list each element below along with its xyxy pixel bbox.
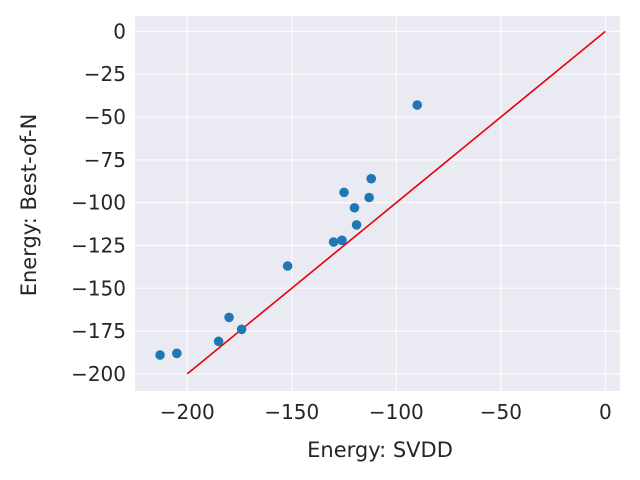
y-tick-label: −75 bbox=[84, 148, 126, 172]
data-point bbox=[224, 312, 234, 323]
y-tick-label: −200 bbox=[71, 362, 126, 386]
data-point bbox=[351, 220, 362, 230]
data-point bbox=[282, 261, 293, 271]
y-tick-label: −175 bbox=[71, 319, 126, 343]
y-tick-label: −150 bbox=[71, 276, 126, 300]
y-axis-ticks: 0 −25 −50 −75 −100 −125 −150 −175 −200 bbox=[71, 19, 126, 385]
x-axis-ticks: −200 −150 −100 −50 0 bbox=[160, 400, 612, 424]
plot-area bbox=[135, 16, 620, 391]
x-tick-label: 0 bbox=[599, 400, 612, 424]
y-tick-label: 0 bbox=[113, 19, 126, 43]
data-point bbox=[213, 336, 224, 347]
data-point bbox=[349, 202, 360, 213]
data-point bbox=[364, 192, 374, 203]
data-point bbox=[339, 187, 349, 198]
x-tick-label: −200 bbox=[160, 400, 215, 424]
x-tick-label: −150 bbox=[264, 400, 319, 424]
y-tick-label: −125 bbox=[71, 233, 126, 257]
data-point bbox=[412, 100, 423, 110]
data-point bbox=[337, 235, 347, 246]
x-tick-label: −50 bbox=[480, 400, 522, 424]
data-point bbox=[328, 237, 339, 247]
y-axis-label: Energy: Best-of-N bbox=[17, 114, 41, 297]
y-tick-label: −50 bbox=[84, 105, 126, 129]
data-point bbox=[155, 350, 165, 360]
reference-line-group bbox=[186, 30, 606, 375]
data-point bbox=[172, 348, 182, 359]
data-points bbox=[155, 100, 423, 360]
y-tick-label: −100 bbox=[71, 191, 126, 215]
reference-line bbox=[186, 30, 606, 375]
x-tick-label: −100 bbox=[369, 400, 424, 424]
grid-lines bbox=[135, 16, 620, 391]
x-axis-label: Energy: SVDD bbox=[307, 438, 453, 462]
data-point bbox=[366, 173, 377, 184]
y-tick-label: −25 bbox=[84, 62, 126, 86]
data-point bbox=[236, 324, 247, 335]
